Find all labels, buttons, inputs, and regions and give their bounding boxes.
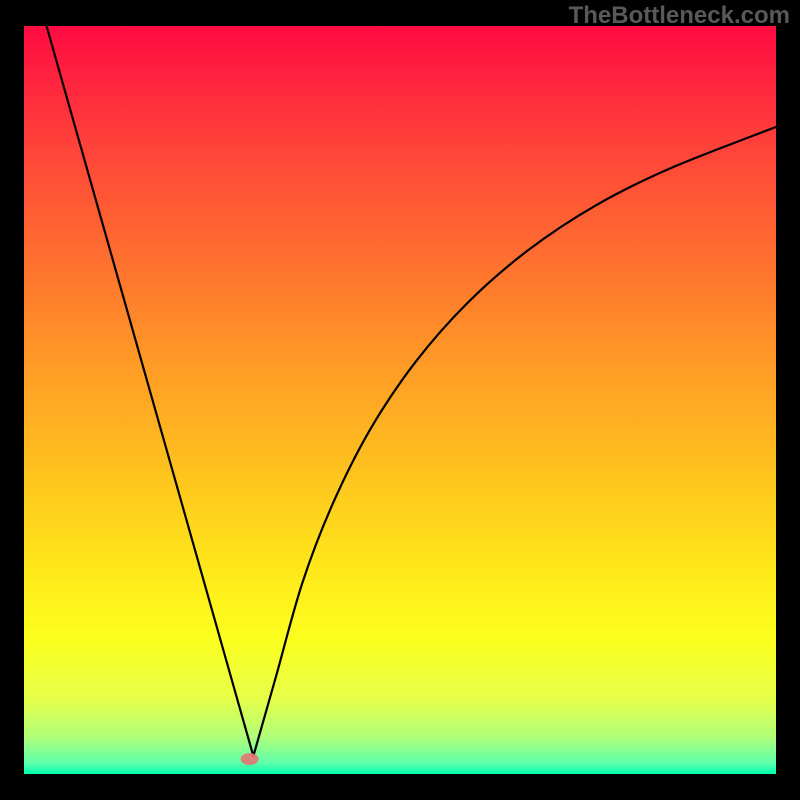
minimum-marker	[241, 753, 259, 765]
chart-svg	[0, 0, 800, 800]
plot-area	[24, 26, 776, 774]
watermark-text: TheBottleneck.com	[569, 2, 790, 30]
bottleneck-chart: TheBottleneck.com	[0, 0, 800, 800]
